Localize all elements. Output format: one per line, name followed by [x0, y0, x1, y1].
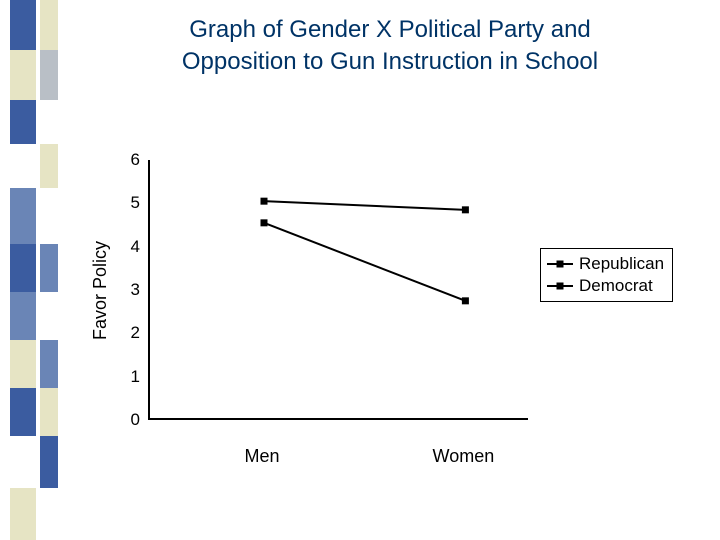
deco-block [10, 188, 36, 244]
deco-block [10, 292, 36, 340]
series-line [264, 201, 465, 210]
y-tick-label: 1 [124, 367, 140, 387]
data-marker [261, 219, 268, 226]
x-tick-label: Women [423, 446, 503, 467]
y-axis-label: Favor Policy [90, 241, 111, 340]
deco-block [40, 50, 58, 100]
y-tick-label: 6 [124, 150, 140, 170]
data-marker [462, 297, 469, 304]
deco-block [10, 144, 36, 188]
slide: Graph of Gender X Political Party and Op… [0, 0, 720, 540]
legend-label: Republican [579, 253, 664, 275]
series-line [264, 223, 465, 301]
y-tick-label: 3 [124, 280, 140, 300]
legend-marker-icon [547, 263, 573, 265]
deco-block [40, 244, 58, 292]
deco-block [10, 436, 36, 488]
y-tick-label: 5 [124, 193, 140, 213]
deco-block [10, 100, 36, 144]
deco-block [40, 100, 58, 144]
deco-block [10, 488, 36, 540]
legend-item-republican: Republican [547, 253, 664, 275]
chart: Favor Policy Republican Democrat 0123456… [100, 150, 680, 510]
deco-block [10, 50, 36, 100]
legend: Republican Democrat [540, 248, 673, 302]
legend-label: Democrat [579, 275, 653, 297]
data-marker [261, 198, 268, 205]
legend-marker-icon [547, 285, 573, 287]
deco-block [40, 144, 58, 188]
x-tick-label: Men [222, 446, 302, 467]
y-tick-label: 2 [124, 323, 140, 343]
deco-block [10, 388, 36, 436]
plot-area [148, 160, 528, 420]
y-tick-label: 0 [124, 410, 140, 430]
y-tick-label: 4 [124, 237, 140, 257]
chart-title: Graph of Gender X Political Party and Op… [140, 14, 640, 79]
deco-block [40, 292, 58, 340]
chart-lines-svg [150, 160, 530, 420]
deco-block [40, 488, 58, 540]
left-decoration-strip [0, 0, 64, 540]
deco-block [10, 340, 36, 388]
data-marker [462, 206, 469, 213]
deco-block [40, 188, 58, 244]
deco-block [10, 0, 36, 50]
deco-block [40, 436, 58, 488]
legend-item-democrat: Democrat [547, 275, 664, 297]
deco-block [40, 340, 58, 388]
deco-block [10, 244, 36, 292]
deco-block [40, 0, 58, 50]
deco-block [40, 388, 58, 436]
